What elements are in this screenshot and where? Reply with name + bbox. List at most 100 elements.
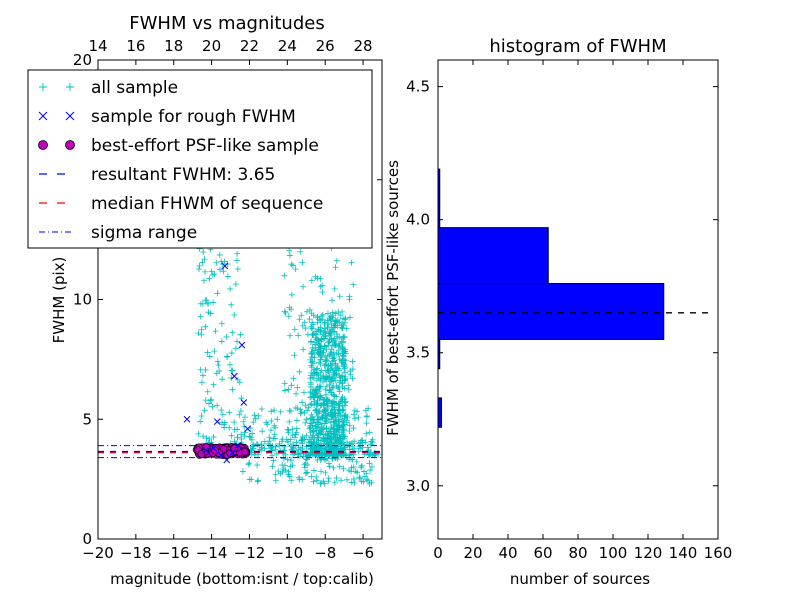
all-sample-point (337, 407, 344, 414)
all-sample-point (209, 272, 216, 279)
all-sample-point (315, 375, 322, 382)
all-sample-point (202, 397, 209, 404)
all-sample-point (321, 342, 328, 349)
all-sample-point (342, 357, 349, 364)
all-sample-point (303, 443, 310, 450)
all-sample-point (330, 464, 337, 471)
all-sample-point (255, 412, 262, 419)
all-sample-point (224, 273, 231, 280)
all-sample-point (228, 301, 235, 308)
all-sample-point (307, 379, 314, 386)
all-sample-point (241, 433, 248, 440)
all-sample-point (363, 413, 370, 420)
rough-fwhm-sample-point (234, 442, 242, 449)
all-sample-point (331, 440, 338, 447)
all-sample-point (236, 411, 243, 418)
all-sample-point (326, 428, 333, 435)
all-sample-point (259, 428, 266, 435)
all-sample-point (320, 425, 327, 432)
all-sample-point (206, 435, 213, 442)
all-sample-point (320, 331, 327, 338)
all-sample-point (361, 473, 368, 480)
all-sample-point (320, 347, 327, 354)
all-sample-point (207, 310, 214, 317)
all-sample-point (369, 436, 376, 443)
all-sample-point (308, 362, 315, 369)
all-sample-point (272, 471, 279, 478)
all-sample-point (319, 354, 326, 361)
all-sample-point (271, 422, 278, 429)
all-sample-point (295, 332, 302, 339)
scatter-top-x-tick-label: 26 (316, 37, 335, 55)
all-sample-point (277, 408, 284, 415)
histogram-marks (437, 168, 710, 428)
all-sample-point (327, 317, 334, 324)
all-sample-point (238, 431, 245, 438)
all-sample-point (362, 407, 369, 414)
all-sample-point (275, 468, 282, 475)
all-sample-point (214, 290, 221, 297)
all-sample-point (346, 443, 353, 450)
all-sample-point (295, 446, 302, 453)
scatter-title: FWHM vs magnitudes (129, 13, 324, 34)
all-sample-point (318, 443, 325, 450)
all-sample-point (234, 434, 241, 441)
all-sample-point (319, 316, 326, 323)
all-sample-point (280, 455, 287, 462)
all-sample-point (310, 366, 317, 373)
all-sample-point (198, 413, 205, 420)
all-sample-point (245, 461, 252, 468)
all-sample-point (335, 423, 342, 430)
all-sample-point (339, 373, 346, 380)
all-sample-point (317, 283, 324, 290)
all-sample-point (317, 369, 324, 376)
all-sample-point (333, 474, 340, 481)
scatter-legend: all sample sample for rough FWHM best-effo… (27, 69, 373, 249)
all-sample-point (301, 319, 308, 326)
all-sample-point (205, 400, 212, 407)
all-sample-point (341, 363, 348, 370)
all-sample-point (318, 455, 325, 462)
scatter-y-axis-label: FWHM (pix) (50, 257, 68, 344)
psf-like-sample-point (211, 446, 219, 455)
all-sample-point (345, 382, 352, 389)
histogram-x-axis-label: number of sources (510, 570, 650, 588)
all-sample-point (326, 330, 333, 337)
all-sample-point (248, 436, 255, 443)
psf-like-sample-point (226, 449, 234, 457)
all-sample-point (341, 356, 348, 363)
all-sample-point (325, 339, 332, 346)
all-sample-point (349, 456, 356, 463)
all-sample-point (231, 312, 238, 319)
all-sample-point (202, 268, 209, 275)
legend-box (27, 69, 373, 249)
all-sample-point (217, 266, 224, 273)
rough-fwhm-sample-point (238, 341, 246, 349)
all-sample-point (324, 353, 331, 360)
all-sample-point (342, 315, 349, 322)
all-sample-point (204, 349, 211, 356)
all-sample-point (330, 357, 337, 364)
all-sample-point (328, 403, 335, 410)
all-sample-point (285, 386, 292, 393)
all-sample-point (353, 458, 360, 465)
all-sample-point (325, 478, 332, 485)
all-sample-point (339, 308, 346, 315)
psf-like-sample-point (197, 450, 206, 458)
all-sample-point (320, 328, 327, 335)
all-sample-point (254, 462, 261, 469)
scatter-x-tick-label: −18 (120, 544, 152, 562)
all-sample-point (224, 261, 231, 268)
all-sample-point (306, 306, 313, 313)
all-sample-point (304, 331, 311, 338)
all-sample-point (221, 419, 228, 426)
all-sample-point (322, 361, 329, 368)
all-sample-point (332, 264, 339, 271)
all-sample-point (331, 324, 338, 331)
all-sample-point (330, 371, 337, 378)
all-sample-point (302, 402, 309, 409)
scatter-top-x-tick-label: 28 (354, 37, 373, 55)
all-sample-point (288, 291, 295, 298)
all-sample-point (226, 409, 233, 416)
all-sample-point (315, 342, 322, 349)
